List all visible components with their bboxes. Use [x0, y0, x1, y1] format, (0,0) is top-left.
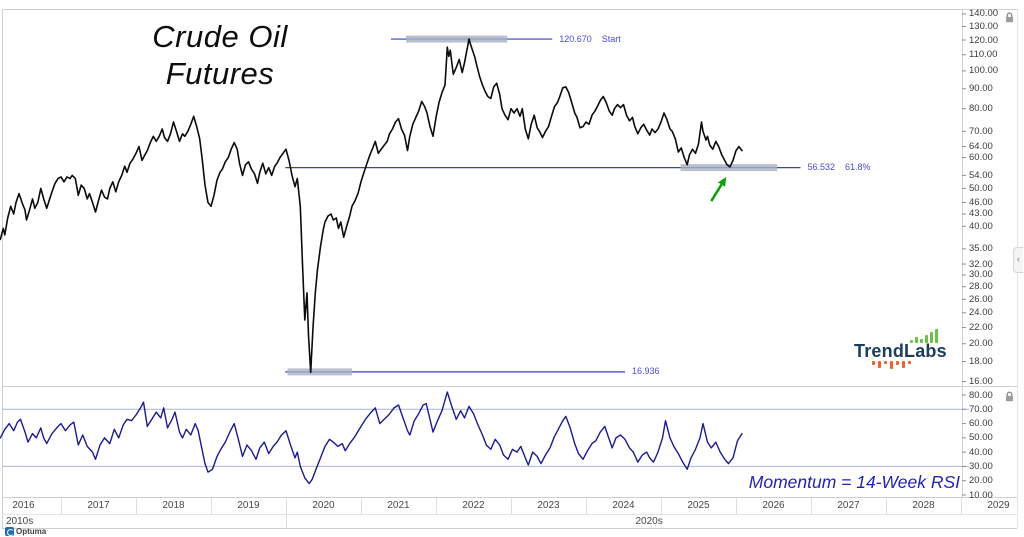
year-divider: [811, 498, 812, 514]
rsi-tick-label: 50.00: [969, 432, 993, 444]
price-tick-label: 22.00: [969, 322, 993, 334]
year-label: 2020: [312, 500, 335, 511]
optuma-wordmark: Optuma: [16, 526, 47, 536]
price-tick-label: 32.00: [969, 258, 993, 270]
price-tick-label: 110.00: [969, 49, 998, 61]
decade-label: 2010s: [6, 516, 34, 527]
rsi-tick-label: 10.00: [969, 489, 993, 501]
price-tick-label: 80.00: [969, 103, 993, 115]
price-tick-label: 140.00: [969, 8, 999, 20]
bar-chart-icon: [872, 361, 911, 369]
year-label: 2021: [387, 500, 410, 511]
year-divider: [961, 498, 962, 514]
price-tick-label: 90.00: [969, 83, 993, 95]
year-label: 2024: [612, 500, 635, 511]
year-divider: [511, 498, 512, 514]
rsi-tick-label: 40.00: [969, 446, 993, 458]
lock-icon[interactable]: [1004, 389, 1015, 402]
price-tick-label: 100.00: [969, 65, 999, 77]
year-divider: [586, 498, 587, 514]
price-tick-label: 54.00: [969, 169, 993, 181]
price-tick-label: 130.00: [969, 20, 999, 32]
year-label: 2018: [162, 500, 185, 511]
year-divider: [211, 498, 212, 514]
price-tick-label: 64.00: [969, 141, 993, 153]
price-tick-label: 24.00: [969, 307, 993, 319]
year-divider: [661, 498, 662, 514]
price-tick-label: 35.00: [969, 243, 993, 255]
rsi-tick-label: 60.00: [969, 418, 993, 430]
trendlabs-wordmark: TrendLabs: [854, 341, 947, 361]
year-label: 2026: [762, 500, 785, 511]
year-label: 2023: [537, 500, 560, 511]
rsi-tick-label: 80.00: [969, 389, 993, 401]
xaxis-border-top: [2, 497, 1017, 498]
year-label: 2028: [912, 500, 935, 511]
momentum-label: Momentum = 14-Week RSI: [748, 472, 960, 492]
rsi-tick-label: 20.00: [969, 475, 993, 487]
green-up-arrow: [710, 176, 727, 202]
lock-icon[interactable]: [1004, 10, 1015, 23]
panel-border-top: [2, 9, 1017, 10]
year-divider: [886, 498, 887, 514]
year-divider: [286, 498, 287, 514]
year-divider: [361, 498, 362, 514]
price-tick-label: 18.00: [969, 356, 993, 368]
price-tick-label: 120.00: [969, 34, 999, 46]
price-tick-label: 50.00: [969, 182, 993, 194]
year-label: 2029: [987, 500, 1010, 511]
year-label: 2027: [837, 500, 860, 511]
price-tick-label: 70.00: [969, 125, 993, 137]
year-divider: [61, 498, 62, 514]
xaxis-border-mid: [2, 514, 1017, 515]
chart-title-line1: Crude Oil: [152, 19, 288, 54]
year-divider: [736, 498, 737, 514]
fib-level-label: 16.936: [632, 366, 660, 377]
price-tick-label: 30.00: [969, 269, 993, 281]
decade-divider: [286, 515, 287, 528]
year-label: 2025: [687, 500, 710, 511]
optuma-mark-icon: [5, 526, 14, 536]
price-tick-label: 28.00: [969, 281, 993, 293]
optuma-logo: Optuma: [5, 526, 46, 536]
price-tick-label: 16.00: [969, 376, 993, 388]
price-tick-label: 26.00: [969, 293, 993, 305]
fib-level-label: 120.670 Start: [559, 33, 621, 44]
fib-level-label: 56.532 61.8%: [807, 162, 871, 173]
price-tick-label: 40.00: [969, 220, 993, 232]
rsi-tick-label: 30.00: [969, 460, 993, 472]
chevron-left-icon[interactable]: ‹: [1013, 247, 1023, 273]
bar-chart-icon: [910, 329, 938, 343]
year-divider: [436, 498, 437, 514]
panel-border-left: [2, 9, 3, 528]
year-label: 2017: [87, 500, 110, 511]
price-tick-label: 60.00: [969, 152, 993, 163]
chart-title: Crude Oil Futures: [88, 18, 352, 92]
price-tick-label: 43.00: [969, 208, 993, 220]
year-label: 2022: [462, 500, 485, 511]
trendlabs-logo: TrendLabs: [854, 329, 962, 370]
rsi-border-top: [2, 386, 1017, 387]
price-tick-label: 46.00: [969, 197, 993, 209]
xaxis-border-bottom: [2, 528, 1017, 529]
decade-label: 2020s: [635, 516, 663, 527]
year-divider: [136, 498, 137, 514]
rsi-tick-label: 70.00: [969, 403, 993, 415]
year-label: 2016: [12, 500, 35, 511]
chart-title-line2: Futures: [165, 56, 275, 91]
price-tick-label: 20.00: [969, 338, 993, 350]
axis-border: [962, 9, 963, 497]
year-label: 2019: [237, 500, 260, 511]
